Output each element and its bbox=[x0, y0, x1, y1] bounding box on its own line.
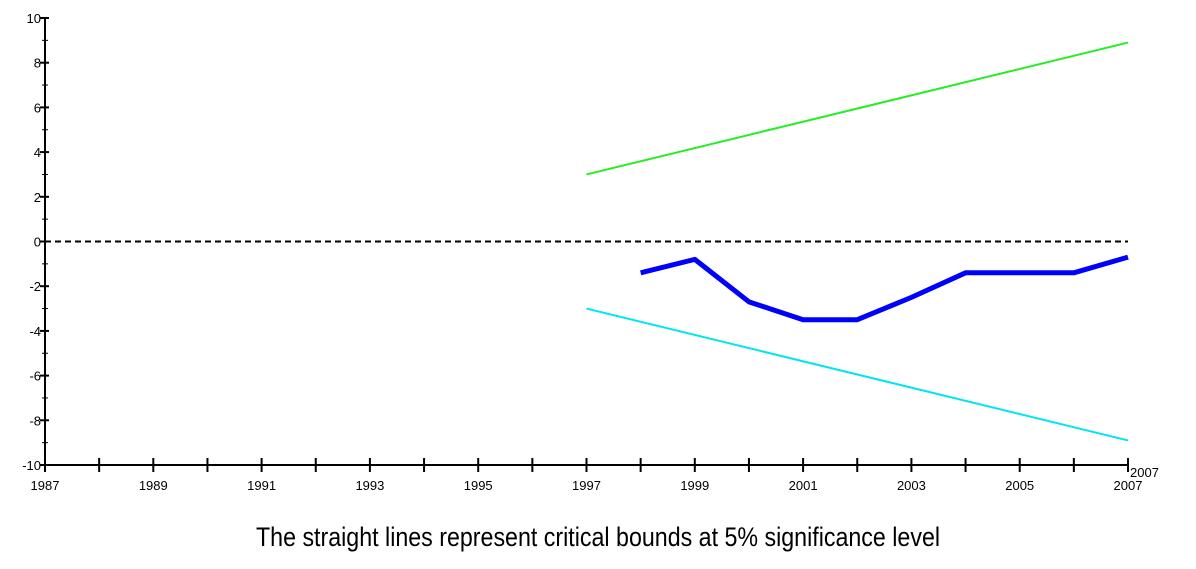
cusum-chart: 10 8 6 4 2 0 -2 -4 -6 -8 -10 1987 1989 1991 1993 1995 19… bbox=[22, 11, 1159, 493]
y-tick-label: -6 bbox=[29, 369, 41, 384]
y-tick-label: 2 bbox=[34, 190, 41, 205]
y-tick-label: 0 bbox=[34, 235, 41, 250]
y-tick-label: 10 bbox=[27, 11, 41, 26]
series-line-0 bbox=[640, 254, 1129, 323]
series-line-1 bbox=[586, 41, 1129, 176]
x-tick-label: 1999 bbox=[680, 478, 709, 493]
tick-marks bbox=[40, 17, 1129, 472]
x-extra-tick-label: 2007 bbox=[1130, 465, 1159, 480]
y-tick-label: 4 bbox=[34, 145, 41, 160]
x-tick-label: 1987 bbox=[31, 478, 60, 493]
y-tick-label: -10 bbox=[22, 458, 41, 473]
x-tick-label: 1995 bbox=[464, 478, 493, 493]
series-lines bbox=[586, 41, 1129, 442]
x-tick-label: 1989 bbox=[139, 478, 168, 493]
y-tick-label: -8 bbox=[29, 413, 41, 428]
x-tick-label: 2001 bbox=[789, 478, 818, 493]
x-tick-label: 2005 bbox=[1005, 478, 1034, 493]
x-tick-label: 2007 bbox=[1114, 478, 1143, 493]
y-tick-label: -2 bbox=[29, 279, 41, 294]
series-line-2 bbox=[586, 307, 1129, 442]
x-tick-label: 1991 bbox=[247, 478, 276, 493]
tick-labels: 10 8 6 4 2 0 -2 -4 -6 -8 -10 1987 1989 1991 1993 1995 19… bbox=[22, 11, 1159, 493]
axes bbox=[44, 18, 1128, 466]
y-tick-label: -4 bbox=[29, 324, 41, 339]
chart-caption: The straight lines represent critical bo… bbox=[255, 522, 941, 552]
x-tick-label: 1993 bbox=[355, 478, 384, 493]
y-tick-label: 6 bbox=[34, 100, 41, 115]
x-tick-label: 1997 bbox=[572, 478, 601, 493]
y-tick-label: 8 bbox=[34, 56, 41, 71]
x-tick-label: 2003 bbox=[897, 478, 926, 493]
